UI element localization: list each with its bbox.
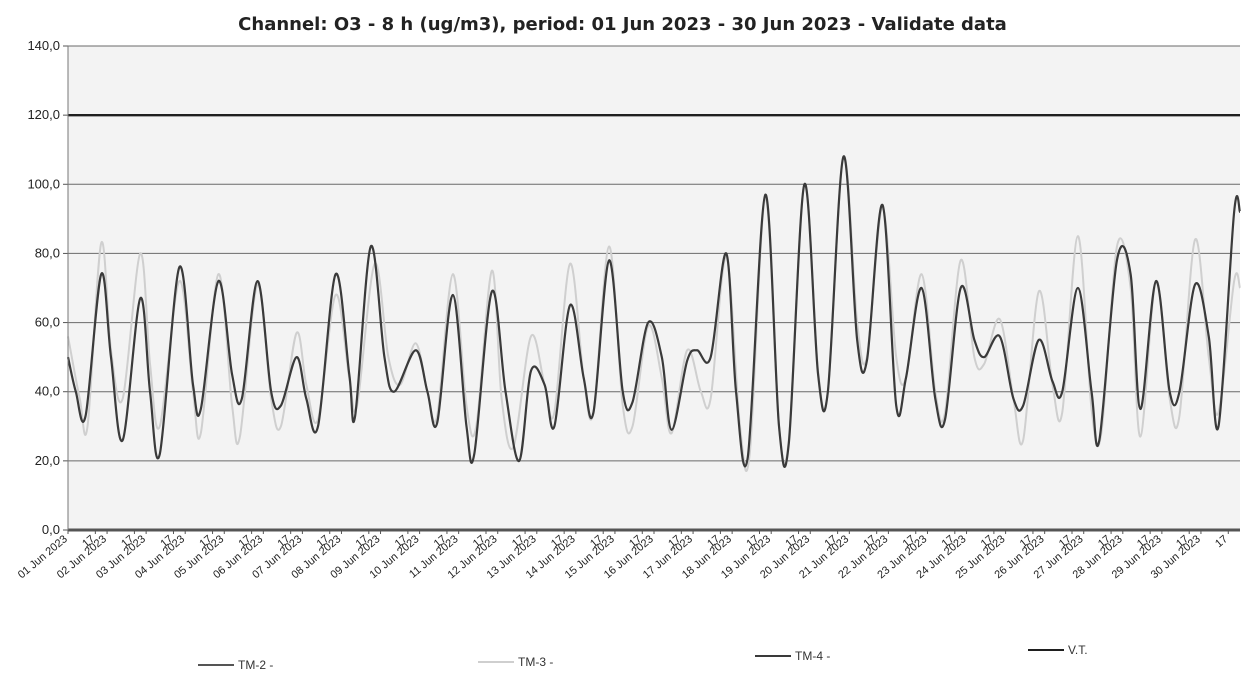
legend-label-tm2: TM-2 - [238, 658, 274, 672]
chart-title: Channel: O3 - 8 h (ug/m3), period: 01 Ju… [238, 14, 1007, 35]
legend-swatch-tm3 [478, 661, 514, 663]
legend-item-tm4: TM-4 - [755, 649, 830, 663]
y-tick-label: 100,0 [27, 176, 60, 191]
y-axis-ticks: 0,0 20,0 40,0 60,0 80,0 100,0 120,0 140,0 [27, 38, 68, 537]
series-lines [66, 113, 1242, 532]
x-tick-label: 17 [1213, 533, 1230, 550]
y-tick-label: 120,0 [27, 107, 60, 122]
plot-area [68, 46, 1240, 530]
y-tick-label: 0,0 [42, 522, 60, 537]
y-tick-label: 20,0 [35, 453, 60, 468]
y-tick-label: 140,0 [27, 38, 60, 53]
legend-label-tm4: TM-4 - [795, 649, 831, 663]
legend-label-vt: V.T. [1068, 643, 1088, 657]
legend-item-tm3: TM-3 - [478, 655, 553, 669]
series-line-tm-3 [67, 155, 1241, 472]
y-tick-label: 60,0 [35, 315, 60, 330]
legend-swatch-tm2 [198, 664, 234, 666]
y-tick-label: 80,0 [35, 245, 60, 260]
legend-swatch-vt [1028, 649, 1064, 651]
legend-item-vt: V.T. [1028, 643, 1088, 657]
y-tick-label: 40,0 [35, 384, 60, 399]
legend-swatch-tm4 [755, 655, 791, 657]
legend-item-tm2: TM-2 - [198, 658, 273, 672]
legend-label-tm3: TM-3 - [518, 655, 554, 669]
series-line-tm-4 [66, 155, 1242, 468]
